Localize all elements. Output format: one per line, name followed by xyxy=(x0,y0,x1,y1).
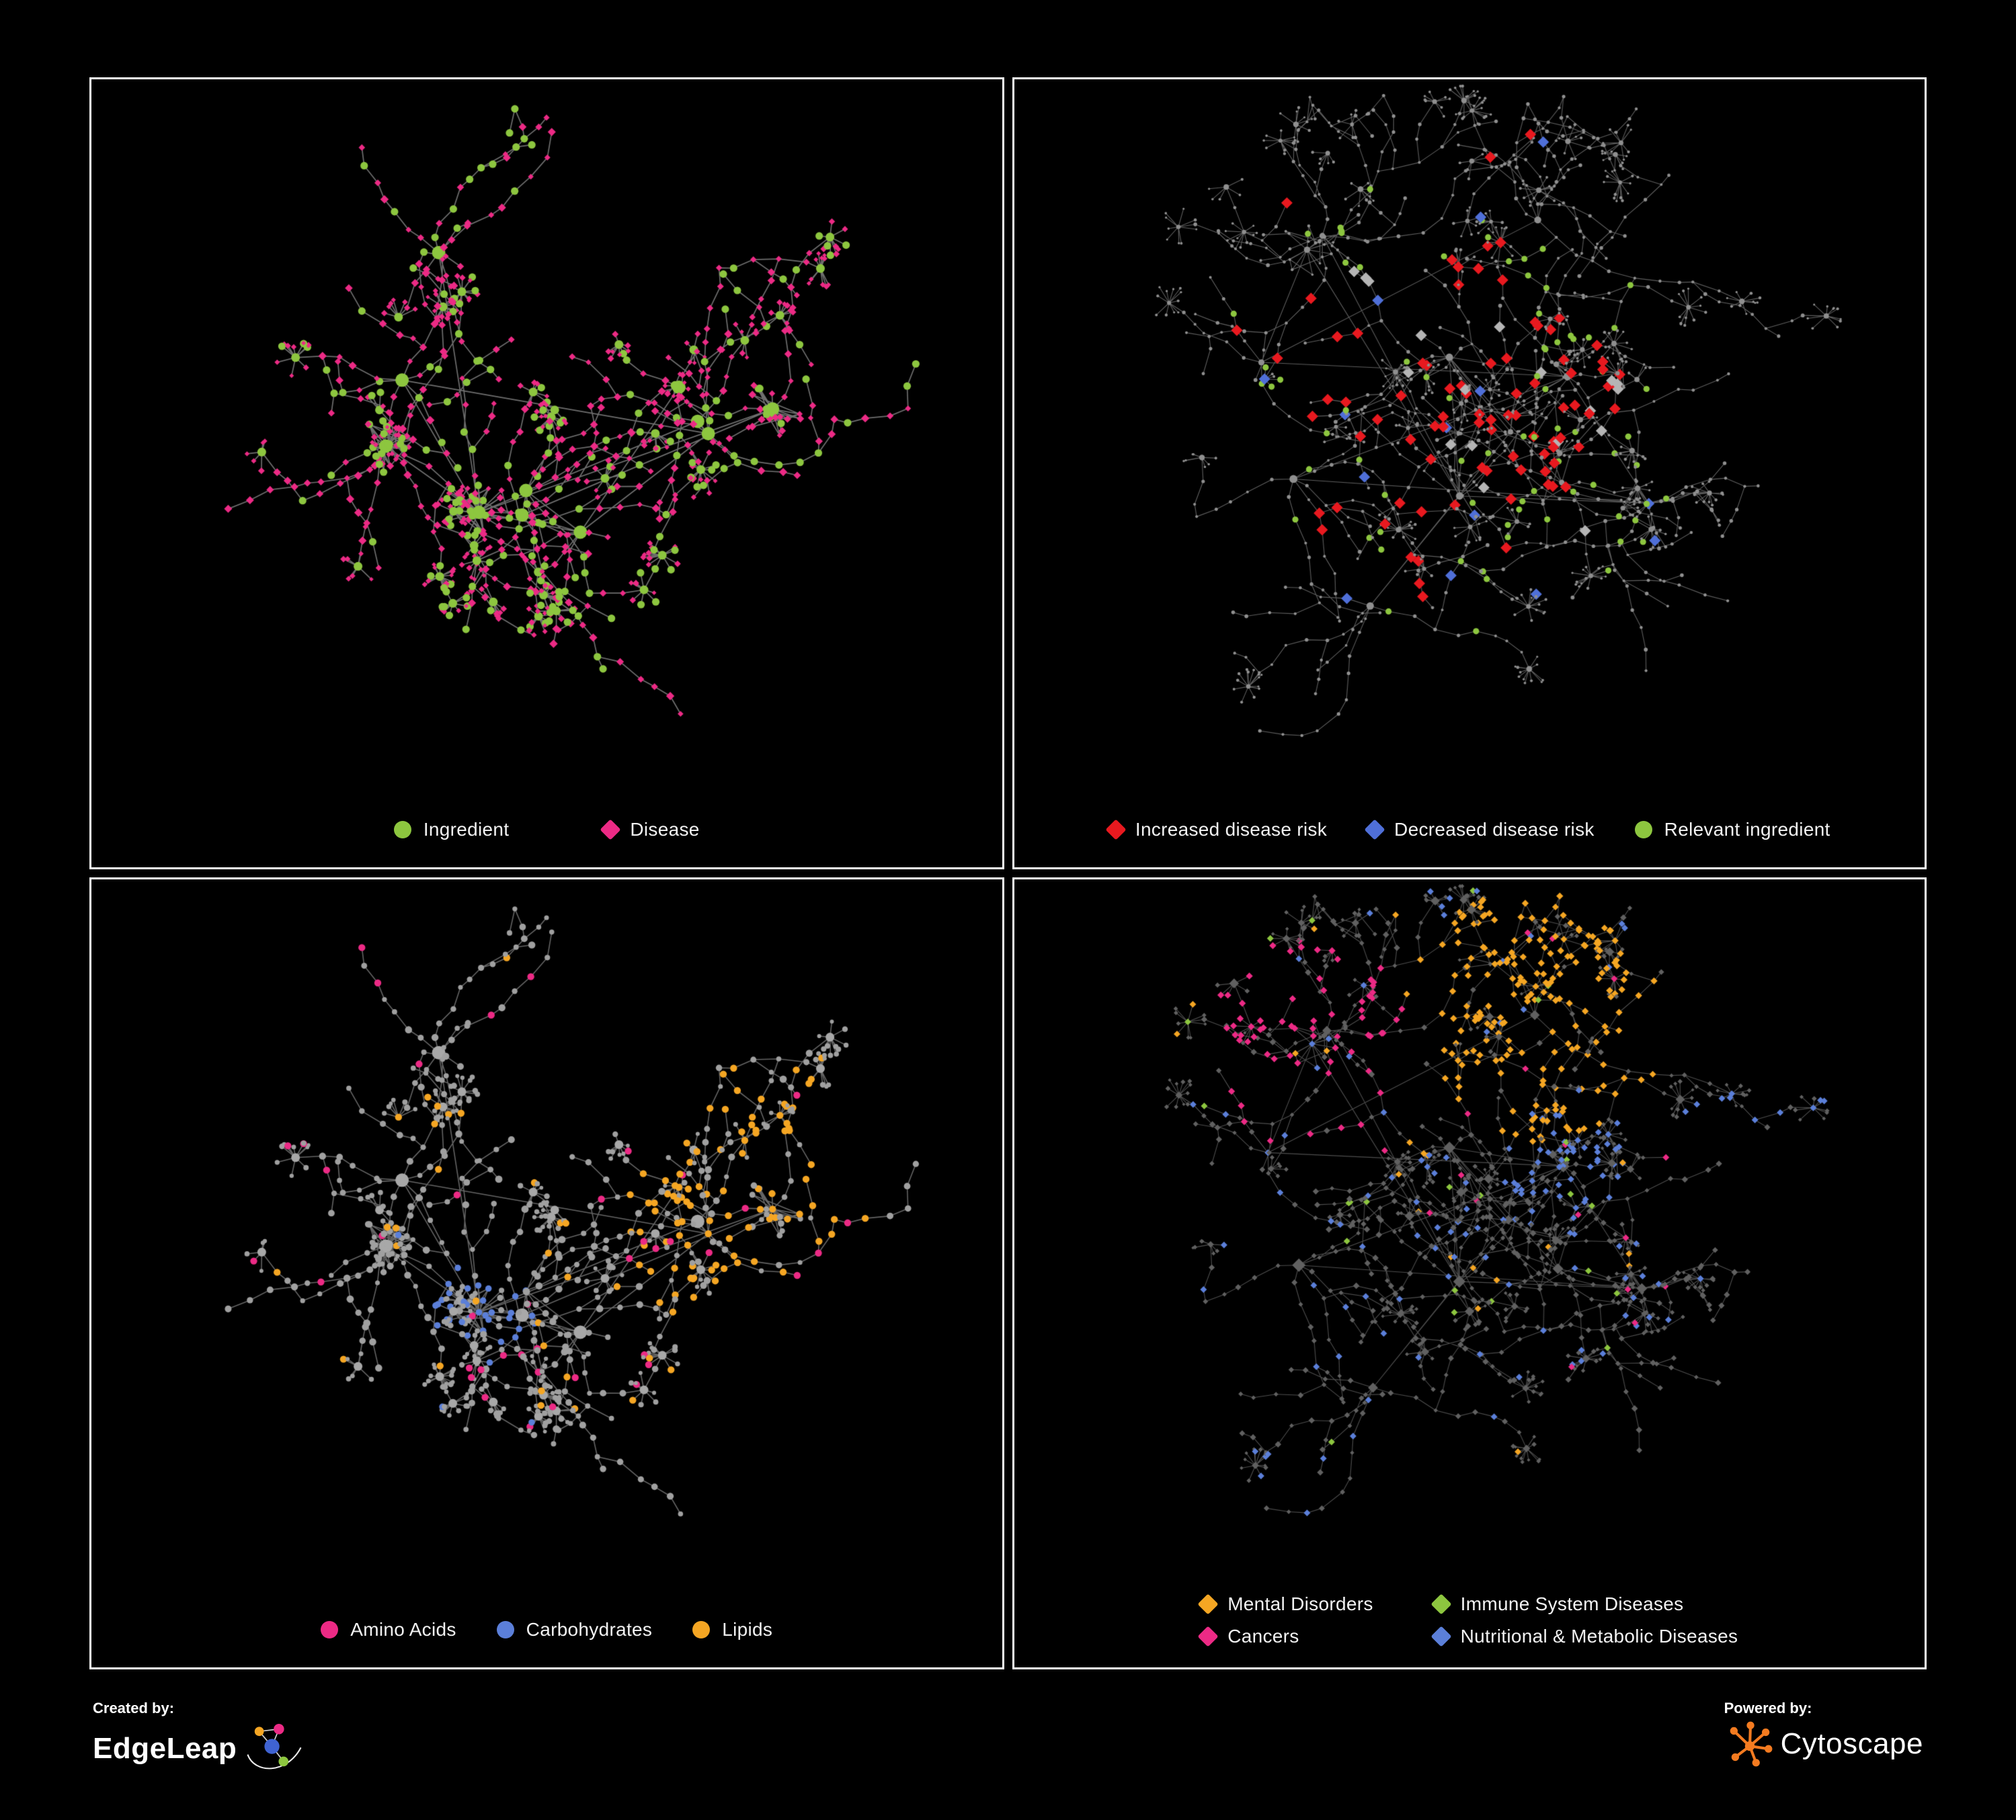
legend-item: Ingredient xyxy=(393,819,510,840)
legend-item: Disease xyxy=(600,819,700,840)
cytoscape-logo-icon xyxy=(1730,1721,1773,1767)
legend-swatch-increased-risk xyxy=(1105,819,1127,840)
legend-disease-categories: Mental Disorders Immune System Diseases … xyxy=(1014,1589,1925,1667)
network-disease-risk xyxy=(1014,79,1925,815)
legend-swatch-mental-disorders xyxy=(1197,1593,1219,1615)
edgeleap-logo-icon xyxy=(247,1724,302,1770)
legend-swatch-cancers xyxy=(1197,1626,1219,1647)
legend-item: Decreased disease risk xyxy=(1364,819,1595,840)
edgeleap-swoosh xyxy=(247,1747,302,1770)
legend-macronutrients: Amino Acids Carbohydrates Lipids xyxy=(91,1615,1002,1667)
legend-item: Carbohydrates xyxy=(496,1619,653,1640)
edgeleap-node-blue xyxy=(264,1739,280,1754)
panel-ingredient-disease: Ingredient Disease xyxy=(89,77,1004,869)
cytoscape-credit: Powered by: xyxy=(1724,1700,1923,1768)
legend-label-lipids: Lipids xyxy=(722,1619,773,1640)
legend-label-relevant-ingredient: Relevant ingredient xyxy=(1664,819,1830,840)
network-macronutrients xyxy=(91,879,1002,1615)
legend-swatch-carbohydrates xyxy=(496,1621,514,1638)
legend-swatch-ingredient xyxy=(393,821,411,838)
legend-swatch-amino-acids xyxy=(321,1621,339,1638)
figure-grid: Ingredient Disease Increased disease ris… xyxy=(89,77,1927,1669)
legend-swatch-lipids xyxy=(692,1621,711,1638)
legend-swatch-relevant-ingredient xyxy=(1634,821,1652,838)
legend-swatch-immune-diseases xyxy=(1430,1593,1452,1615)
legend-ingredient-disease: Ingredient Disease xyxy=(91,815,1002,867)
legend-label-amino-acids: Amino Acids xyxy=(350,1619,456,1640)
legend-label-disease: Disease xyxy=(630,819,700,840)
panel-disease-categories: Mental Disorders Immune System Diseases … xyxy=(1012,877,1927,1669)
legend-item: Cancers xyxy=(1197,1626,1373,1647)
legend-item: Relevant ingredient xyxy=(1634,819,1830,840)
legend-item: Increased disease risk xyxy=(1105,819,1328,840)
network-ingredient-disease xyxy=(91,79,1002,815)
legend-label-ingredient: Ingredient xyxy=(423,819,510,840)
edgeleap-node-yellow xyxy=(255,1727,264,1737)
legend-label-increased-risk: Increased disease risk xyxy=(1135,819,1328,840)
edgeleap-wordmark: EdgeLeap xyxy=(93,1732,237,1765)
powered-by-label: Powered by: xyxy=(1724,1700,1812,1716)
legend-label-cancers: Cancers xyxy=(1227,1626,1299,1647)
legend-disease-risk: Increased disease risk Decreased disease… xyxy=(1014,815,1925,867)
network-disease-categories xyxy=(1014,879,1925,1589)
legend-label-mental-disorders: Mental Disorders xyxy=(1227,1593,1373,1614)
panel-disease-risk: Increased disease risk Decreased disease… xyxy=(1012,77,1927,869)
legend-item: Nutritional & Metabolic Diseases xyxy=(1430,1626,1738,1647)
legend-label-immune-diseases: Immune System Diseases xyxy=(1460,1593,1684,1614)
legend-item: Amino Acids xyxy=(321,1619,456,1640)
edgeleap-node-pink xyxy=(274,1724,284,1735)
edgeleap-credit: Created by: EdgeLeap xyxy=(93,1700,307,1778)
legend-swatch-decreased-risk xyxy=(1364,819,1385,840)
legend-swatch-disease xyxy=(600,819,621,840)
cytoscape-wordmark: Cytoscape xyxy=(1780,1727,1923,1760)
created-by-label: Created by: xyxy=(93,1700,175,1716)
legend-item: Mental Disorders xyxy=(1197,1593,1373,1615)
footer: Created by: EdgeLeap Powered by: xyxy=(93,1700,1923,1778)
edgeleap-node-green xyxy=(278,1756,289,1767)
panel-macronutrients: Amino Acids Carbohydrates Lipids xyxy=(89,877,1004,1669)
legend-swatch-nutritional-metabolic xyxy=(1430,1626,1452,1647)
legend-label-decreased-risk: Decreased disease risk xyxy=(1394,819,1595,840)
legend-label-nutritional-metabolic: Nutritional & Metabolic Diseases xyxy=(1460,1626,1738,1647)
legend-item: Immune System Diseases xyxy=(1430,1593,1738,1615)
legend-label-carbohydrates: Carbohydrates xyxy=(526,1619,653,1640)
legend-item: Lipids xyxy=(692,1619,772,1640)
